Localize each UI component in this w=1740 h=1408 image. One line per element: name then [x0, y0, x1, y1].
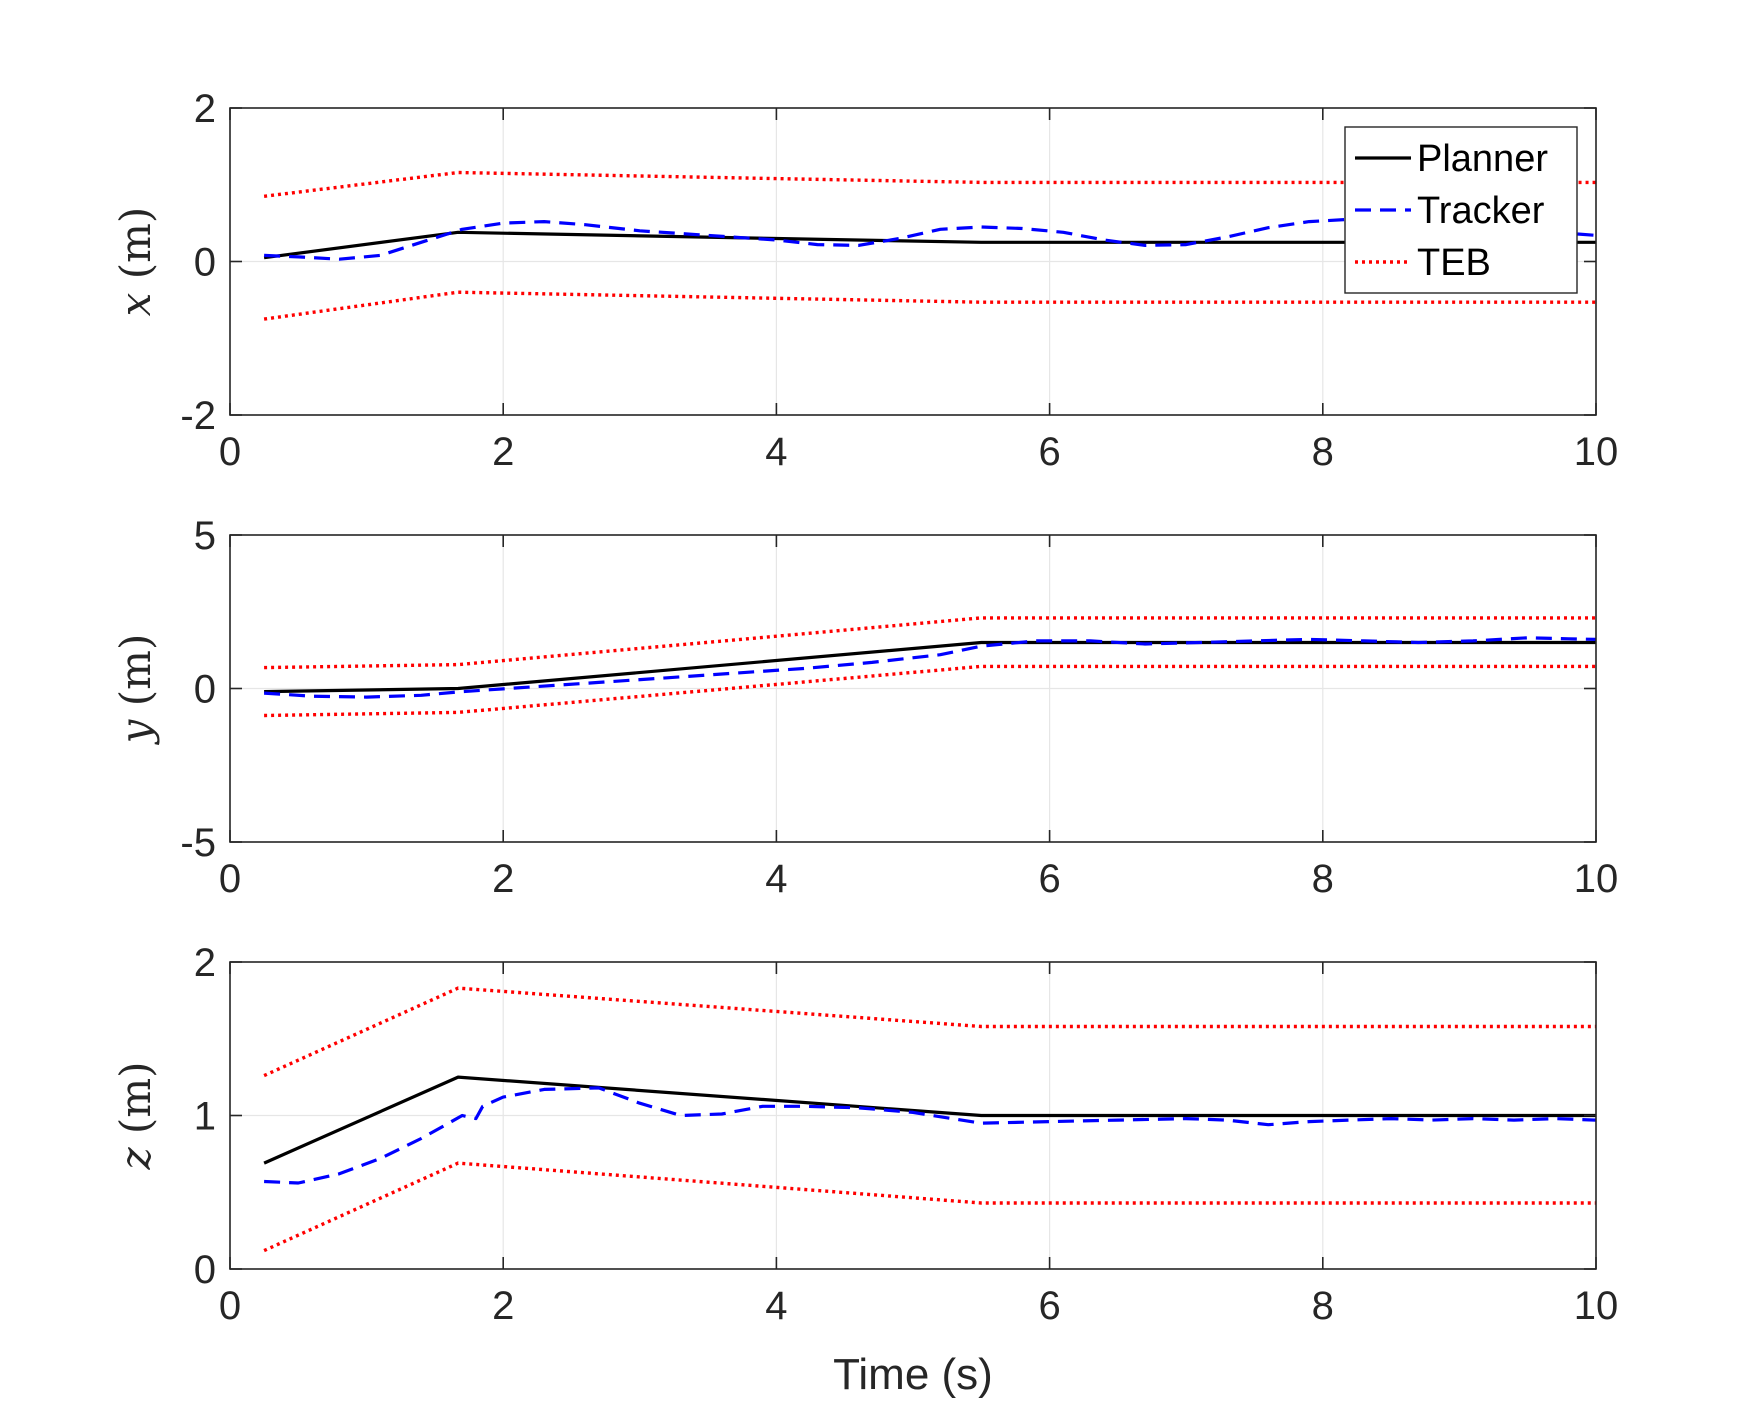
- legend-label-planner: Planner: [1417, 138, 1548, 180]
- series-line-teb: [263, 170, 1596, 198]
- x-tick-label: 4: [765, 430, 787, 474]
- y-axis-label-variable: y: [111, 706, 160, 745]
- y-tick-label: 2: [194, 87, 216, 131]
- y-tick-label: 0: [194, 241, 216, 285]
- series-line-tracker: [263, 636, 1597, 699]
- x-tick-label: 2: [492, 857, 514, 901]
- y-axis-label-unit: (m): [111, 1061, 160, 1134]
- series-line-teb-lower-bound: [264, 664, 1596, 718]
- series-line-planner: [264, 640, 1596, 694]
- y-axis-label-unit: (m): [111, 634, 160, 707]
- y-axis-label: z (m): [111, 1061, 160, 1170]
- series-line-planner: [263, 230, 1596, 260]
- legend-label-teb: TEB: [1417, 242, 1491, 284]
- series-line-teb-lower-bound: [263, 1161, 1596, 1253]
- x-tick-label: 10: [1574, 1284, 1619, 1328]
- x-tick-label: 8: [1312, 857, 1334, 901]
- series-line-teb: [264, 616, 1596, 670]
- y-axis-label-unit: (m): [111, 207, 160, 280]
- y-tick-label: 0: [194, 668, 216, 712]
- series-line-teb-lower-bound: [263, 290, 1596, 321]
- series-line-teb: [263, 986, 1596, 1078]
- x-tick-label: 2: [492, 430, 514, 474]
- y-tick-label: 1: [194, 1095, 216, 1139]
- x-tick-label: 8: [1312, 1284, 1334, 1328]
- y-tick-label: -5: [180, 821, 216, 865]
- y-axis-label-variable: z: [111, 1134, 160, 1170]
- x-tick-label: 6: [1038, 430, 1060, 474]
- x-axis-label: Time (s): [833, 1350, 993, 1399]
- x-tick-label: 6: [1038, 857, 1060, 901]
- y-tick-label: 0: [194, 1248, 216, 1292]
- series-line-planner: [263, 1075, 1596, 1165]
- legend: Planner Tracker TEB: [1344, 126, 1578, 294]
- x-tick-label: 2: [492, 1284, 514, 1328]
- x-tick-label: 0: [219, 1284, 241, 1328]
- x-tick-label: 8: [1312, 430, 1334, 474]
- series-line-tracker: [264, 1086, 1597, 1185]
- x-tick-label: 4: [765, 1284, 787, 1328]
- y-tick-label: 5: [194, 514, 216, 558]
- x-tick-label: 4: [765, 857, 787, 901]
- x-tick-label: 10: [1574, 857, 1619, 901]
- y-axis-label: x (m): [111, 207, 160, 317]
- y-axis-label: y (m): [111, 634, 160, 746]
- legend-label-tracker: Tracker: [1417, 190, 1545, 232]
- x-tick-label: 0: [219, 857, 241, 901]
- y-tick-label: -2: [180, 394, 216, 438]
- subplot-z: 0 2 4 6 8 10 0 1 2 z (m) Time (s): [111, 941, 1618, 1399]
- y-axis-label-variable: x: [111, 279, 160, 316]
- x-tick-label: 6: [1038, 1284, 1060, 1328]
- x-tick-label: 10: [1574, 430, 1619, 474]
- y-tick-label: 2: [194, 941, 216, 985]
- x-tick-label: 0: [219, 430, 241, 474]
